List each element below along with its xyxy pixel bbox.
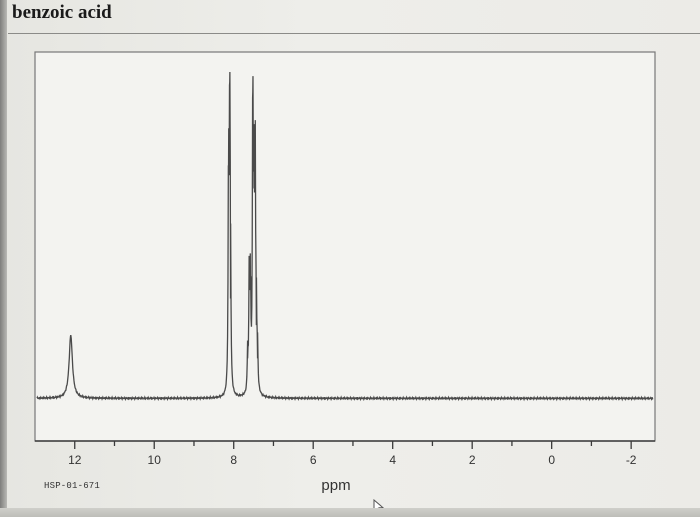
x-axis-ticks bbox=[74, 441, 632, 449]
x-tick-label: 10 bbox=[148, 453, 162, 467]
x-axis-tick-labels: 12 10 8 6 4 2 0 -2 bbox=[68, 453, 637, 467]
x-tick-label: 12 bbox=[68, 453, 82, 467]
page-title: benzoic acid bbox=[12, 2, 112, 23]
x-tick-label: 0 bbox=[548, 453, 555, 467]
x-tick-label: -2 bbox=[626, 453, 637, 467]
plot-frame bbox=[34, 51, 656, 442]
x-axis-label: ppm bbox=[321, 477, 350, 494]
spectrum-trace bbox=[36, 71, 654, 402]
x-tick-label: 8 bbox=[230, 453, 237, 467]
x-tick-label: 6 bbox=[310, 453, 317, 467]
x-tick-label: 4 bbox=[389, 453, 396, 467]
spectrum-code: HSP-01-671 bbox=[44, 481, 101, 491]
title-divider bbox=[8, 33, 700, 34]
taskbar-strip bbox=[0, 508, 700, 517]
x-tick-label: 2 bbox=[469, 453, 476, 467]
monitor-bezel bbox=[0, 0, 7, 517]
